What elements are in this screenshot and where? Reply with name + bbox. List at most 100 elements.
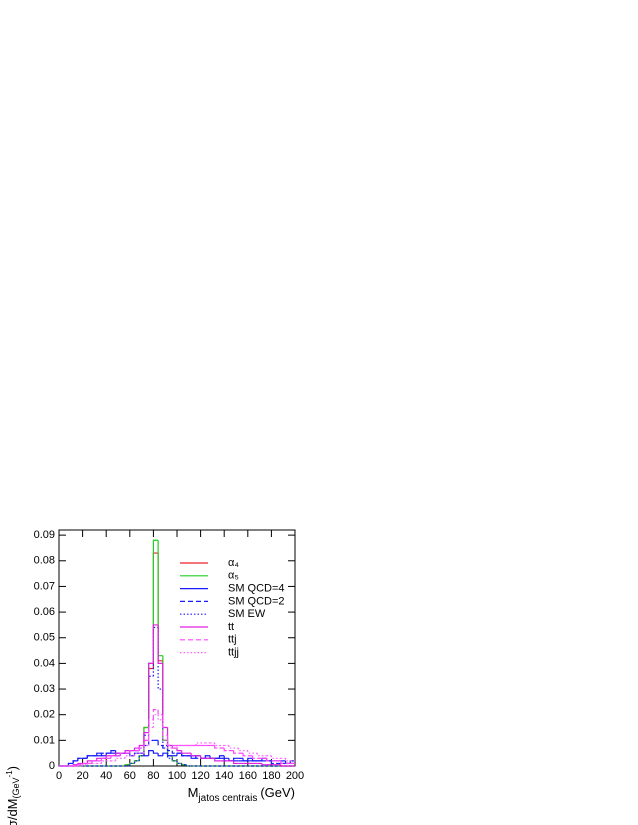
x-tick-label: 120: [191, 770, 209, 782]
histogram-bin: [181, 763, 187, 766]
legend-label: tt: [228, 621, 234, 633]
y-label-main: 1/σ dσ/dM: [5, 798, 20, 825]
histogram-bin: [152, 714, 159, 728]
x-label-main: M: [188, 785, 199, 800]
histogram-bin: [162, 745, 168, 749]
histogram-bin: [157, 709, 163, 716]
histogram-bin: [190, 753, 196, 757]
y-tick-label: 0.07: [34, 580, 55, 592]
x-label-end: (GeV): [260, 785, 295, 800]
histogram-bin: [86, 760, 93, 764]
histogram-bin: [157, 753, 163, 757]
histogram-bin: [261, 763, 267, 766]
x-tick-label: 160: [239, 770, 257, 782]
histogram-bin: [280, 760, 286, 765]
histogram-bin: [166, 745, 173, 759]
histogram-bin: [162, 689, 168, 747]
histogram-bin: [157, 740, 163, 747]
y-label-sub: (GeV: [11, 777, 21, 798]
histogram-bin: [162, 663, 168, 729]
y-tick-label: 0.06: [34, 606, 55, 618]
y-axis-label: 1/σ dσ/dM(GeV-1): [5, 766, 21, 825]
y-tick-label: 0.03: [34, 683, 55, 695]
histogram-bin: [157, 627, 163, 690]
x-axis-label: Mjatos centrais (GeV): [188, 785, 295, 803]
histogram-bin: [138, 744, 144, 749]
histogram-bin: [152, 552, 159, 669]
histogram-bin: [148, 675, 154, 736]
x-tick-label: 80: [147, 770, 159, 782]
histogram-bin: [157, 624, 163, 664]
histogram-bin: [162, 719, 168, 741]
histogram-bin: [171, 750, 177, 754]
y-label-sup: -1: [5, 770, 14, 778]
histogram-bin: [143, 726, 149, 756]
histogram-bin: [181, 753, 187, 757]
histogram-bin: [214, 758, 220, 762]
histogram-bin: [129, 750, 135, 754]
y-label-end: ): [5, 766, 20, 770]
histogram-bin: [143, 732, 149, 746]
histogram-bin: [124, 755, 130, 759]
histogram-bin: [152, 626, 159, 677]
histogram-bin: [280, 764, 286, 767]
histogram-bin: [124, 750, 130, 754]
histogram-bin: [218, 755, 225, 759]
histogram-bin: [270, 755, 277, 759]
histogram-bin: [105, 755, 111, 759]
histogram-bin: [138, 755, 144, 761]
histogram-bin: [72, 760, 78, 764]
histogram-bin: [166, 748, 173, 752]
histogram-bin: [148, 667, 154, 728]
histogram-bin: [166, 740, 173, 749]
x-tick-label: 20: [76, 770, 88, 782]
histogram-bin: [143, 753, 149, 757]
histogram-bin: [166, 727, 173, 747]
histogram-bin: [214, 742, 220, 747]
x-tick-label: 140: [215, 770, 233, 782]
histogram-bin: [152, 750, 159, 754]
histogram-bin: [162, 660, 168, 741]
histogram-bin: [251, 755, 258, 759]
histogram-bin: [100, 757, 107, 761]
histogram-bin: [157, 540, 163, 657]
histogram-bin: [233, 757, 239, 761]
histogram-bin: [148, 662, 154, 728]
histogram-bin: [138, 755, 144, 761]
histogram-bin: [171, 758, 177, 762]
histogram-bin: [133, 752, 140, 756]
histogram-bin: [214, 745, 220, 749]
histogram-bin: [284, 758, 291, 762]
histogram-bin: [237, 748, 244, 752]
histogram-bin: [157, 553, 163, 662]
histogram-bin: [247, 757, 253, 761]
histogram-bin: [91, 760, 97, 764]
y-tick-label: 0.08: [34, 555, 55, 567]
histogram-bin: [171, 755, 177, 762]
histogram-bin: [195, 742, 201, 746]
histogram-bin: [152, 624, 159, 664]
histogram-bin: [138, 747, 144, 751]
histogram-bin: [166, 753, 173, 757]
legend-label: SM QCD=4: [228, 583, 285, 595]
histogram-bin: [157, 714, 163, 721]
histogram-bin: [185, 764, 192, 767]
histogram-bin: [162, 752, 168, 756]
histogram-bin: [247, 750, 253, 754]
histogram-bin: [176, 760, 182, 765]
legend-label: SM QCD=2: [228, 595, 285, 607]
legend-label: ttjj: [228, 647, 239, 659]
histogram-bin: [200, 755, 206, 759]
histogram-bin: [129, 762, 135, 765]
legend-label: SM EW: [228, 608, 266, 620]
histogram-bin: [148, 719, 154, 741]
histogram-bin: [143, 726, 149, 756]
histogram-bin: [181, 750, 187, 754]
histogram-bin: [148, 739, 154, 746]
x-tick-label: 200: [286, 770, 304, 782]
histogram-bin: [148, 662, 154, 733]
histogram-bin: [143, 744, 149, 754]
histogram-bin: [223, 755, 229, 759]
